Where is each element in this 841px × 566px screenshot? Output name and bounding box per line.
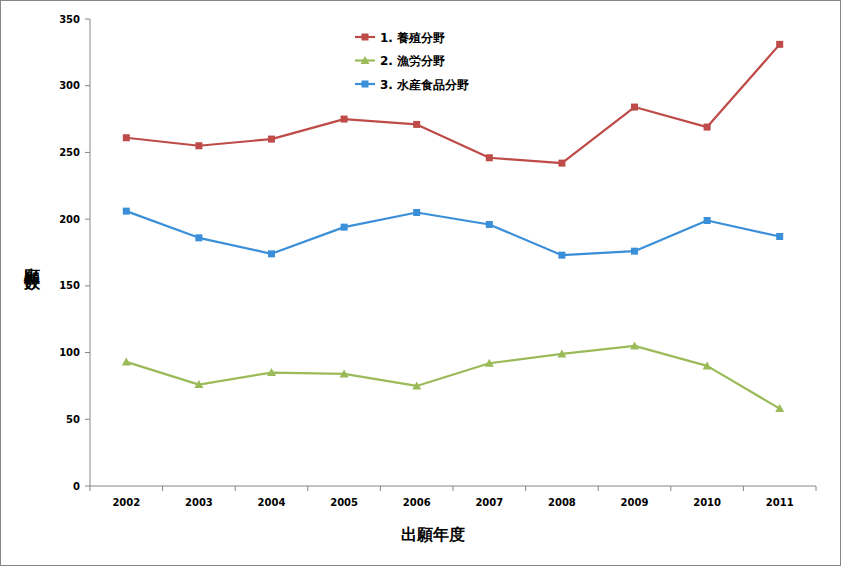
- data-point: [341, 116, 348, 123]
- x-tick: [525, 486, 526, 491]
- data-point: [340, 369, 349, 377]
- data-point: [485, 359, 494, 367]
- y-tick-label: 100: [59, 347, 80, 358]
- y-tick-label: 0: [73, 481, 80, 492]
- series-line: [126, 44, 779, 163]
- x-tick: [235, 486, 236, 491]
- data-point: [704, 124, 711, 131]
- data-point: [630, 341, 639, 349]
- y-tick: [85, 486, 90, 487]
- x-tick-label: 2004: [258, 497, 286, 508]
- legend-label: 3. 水産食品分野: [380, 78, 469, 92]
- y-tick-label: 250: [59, 147, 80, 158]
- x-tick: [162, 486, 163, 491]
- data-point: [558, 252, 565, 259]
- data-point: [557, 349, 566, 357]
- x-tick: [670, 486, 671, 491]
- data-point: [123, 134, 130, 141]
- data-point: [194, 380, 203, 388]
- y-tick-label: 300: [59, 80, 80, 91]
- y-tick-label: 350: [59, 14, 80, 25]
- y-tick-label: 50: [66, 414, 80, 425]
- legend-label: 2. 漁労分野: [380, 54, 445, 68]
- y-tick: [85, 152, 90, 153]
- y-tick: [85, 285, 90, 286]
- data-point: [776, 41, 783, 48]
- data-point: [413, 209, 420, 216]
- x-axis-title: 出願年度: [401, 525, 465, 544]
- legend-marker: [361, 56, 370, 64]
- data-point: [195, 234, 202, 241]
- legend-marker: [362, 81, 369, 88]
- plot-area: [122, 41, 784, 412]
- data-point: [486, 154, 493, 161]
- data-point: [558, 160, 565, 167]
- data-point: [631, 248, 638, 255]
- y-tick: [85, 85, 90, 86]
- y-tick: [85, 219, 90, 220]
- data-point: [267, 368, 276, 376]
- series-line: [126, 211, 779, 255]
- x-tick-label: 2006: [403, 497, 431, 508]
- y-tick-label: 150: [59, 280, 80, 291]
- x-tick: [598, 486, 599, 491]
- data-point: [341, 224, 348, 231]
- data-point: [775, 404, 784, 412]
- legend: 1. 養殖分野 2. 漁労分野 3. 水産食品分野: [355, 31, 469, 92]
- y-axis: [90, 19, 91, 486]
- data-point: [195, 142, 202, 149]
- legend-label: 1. 養殖分野: [380, 31, 445, 45]
- data-point: [412, 381, 421, 389]
- x-tick: [453, 486, 454, 491]
- series-line: [126, 346, 779, 409]
- x-tick-label: 2011: [766, 497, 794, 508]
- x-tick-label: 2010: [693, 497, 721, 508]
- legend-marker: [362, 34, 369, 41]
- x-tick-label: 2009: [621, 497, 649, 508]
- data-point: [413, 121, 420, 128]
- data-point: [486, 221, 493, 228]
- y-axis-title: 出願件数: [23, 255, 42, 291]
- y-tick: [85, 352, 90, 353]
- data-point: [268, 250, 275, 257]
- x-tick: [307, 486, 308, 491]
- x-tick-label: 2003: [185, 497, 213, 508]
- x-tick: [380, 486, 381, 491]
- x-tick: [743, 486, 744, 491]
- chart: 0 50 100 150 200 250 300 350 2002 2003 2004 2005 200…: [0, 0, 841, 566]
- data-point: [122, 357, 131, 365]
- data-point: [776, 233, 783, 240]
- x-tick: [90, 486, 91, 491]
- x-tick: [816, 486, 817, 491]
- x-tick-label: 2005: [330, 497, 358, 508]
- data-point: [631, 104, 638, 111]
- y-tick: [85, 419, 90, 420]
- data-point: [703, 361, 712, 369]
- x-tick-label: 2008: [548, 497, 576, 508]
- x-tick-label: 2002: [112, 497, 140, 508]
- x-tick-label: 2007: [475, 497, 503, 508]
- chart-frame: [1, 1, 841, 566]
- y-tick: [85, 19, 90, 20]
- data-point: [704, 217, 711, 224]
- data-point: [123, 208, 130, 215]
- data-point: [268, 136, 275, 143]
- y-tick-label: 200: [59, 214, 80, 225]
